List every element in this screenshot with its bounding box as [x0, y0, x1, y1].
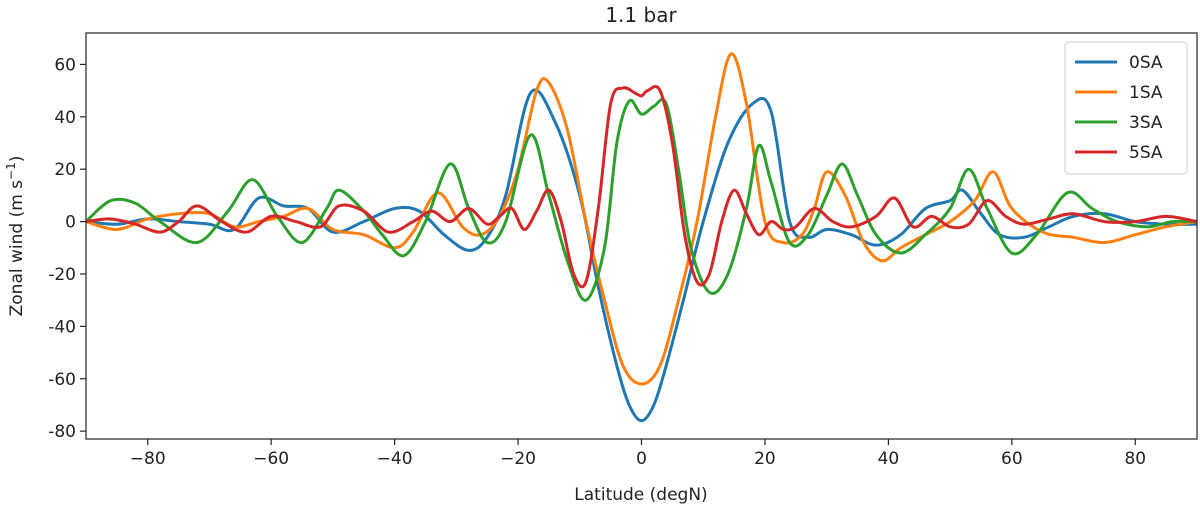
series-line-5SA: [86, 85, 1197, 289]
x-tick-label: −60: [253, 449, 289, 469]
legend-box: [1064, 41, 1188, 175]
y-tick-label: 40: [54, 108, 76, 128]
chart-title: 1.1 bar: [605, 3, 677, 27]
legend: 0SA 1SA 3SA 5SA: [1064, 41, 1188, 175]
x-tick-label: 0: [636, 449, 647, 469]
series-line-1SA: [86, 52, 1197, 386]
x-tick-label: 60: [1001, 449, 1023, 469]
y-axis-label-main: Zonal wind (m s: [7, 180, 27, 317]
y-tick-label: 20: [54, 160, 76, 180]
y-tick-label: -80: [48, 422, 76, 442]
x-tick-label: 80: [1124, 449, 1146, 469]
y-tick-label: 60: [54, 55, 76, 75]
x-tick-label: 40: [878, 449, 900, 469]
plot-area: [86, 52, 1197, 423]
x-axis-label: Latitude (degN): [574, 485, 707, 505]
legend-label-3SA: 3SA: [1129, 113, 1163, 133]
y-tick-label: 0: [65, 213, 76, 233]
x-tick-label: 20: [754, 449, 776, 469]
y-axis-label-superscript: −1: [4, 162, 18, 180]
x-tick-label: −40: [377, 449, 413, 469]
legend-label-1SA: 1SA: [1129, 83, 1163, 103]
series-line-3SA: [86, 97, 1197, 302]
y-tick-label: -60: [48, 370, 76, 390]
y-axis: -80 -60 -40 -20 0 20 40 60: [48, 55, 86, 442]
y-axis-label-close: ): [7, 156, 27, 163]
y-tick-label: -40: [48, 317, 76, 337]
x-tick-label: −80: [130, 449, 166, 469]
legend-label-0SA: 0SA: [1129, 53, 1163, 73]
x-tick-label: −20: [500, 449, 536, 469]
y-tick-label: -20: [48, 265, 76, 285]
legend-label-5SA: 5SA: [1129, 143, 1163, 163]
x-axis: −80 −60 −40 −20 0 20 40 60 80: [130, 439, 1146, 469]
y-axis-label: Zonal wind (m s−1): [4, 156, 27, 317]
series-line-0SA: [86, 88, 1197, 423]
